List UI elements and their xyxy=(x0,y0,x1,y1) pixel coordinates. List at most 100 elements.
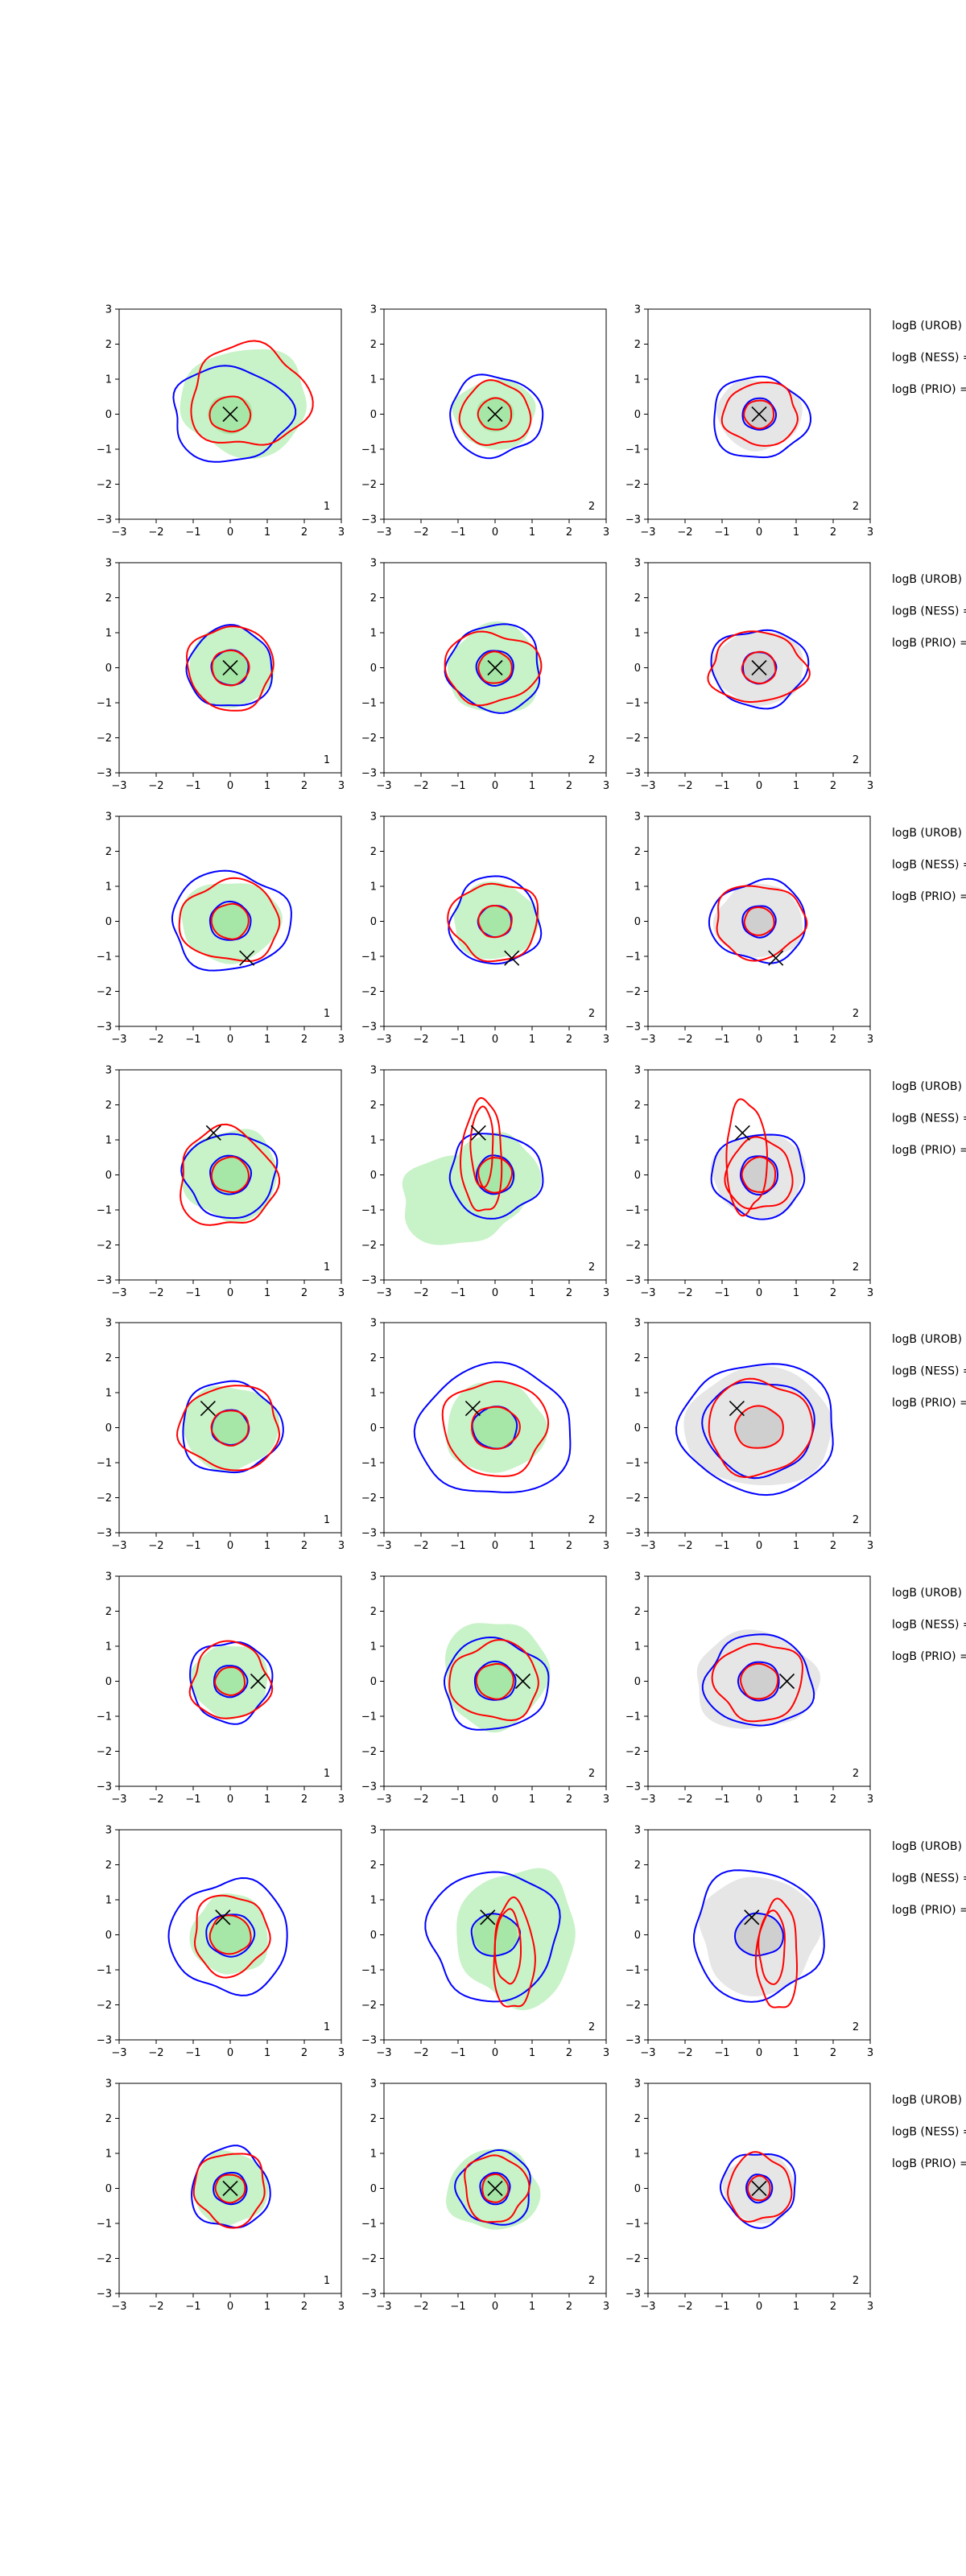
true-value-marker xyxy=(487,659,503,676)
x-tick-label: 3 xyxy=(603,1287,609,1299)
panel-corner-label: 1 xyxy=(324,2275,330,2287)
blue-contour xyxy=(208,900,252,941)
side-label: logB (UROB) xyxy=(892,2094,962,2107)
y-tick-label: −3 xyxy=(625,514,641,526)
y-tick-label: −1 xyxy=(97,1965,112,1977)
x-tick-label: 2 xyxy=(301,2301,308,2313)
y-tick-label: 0 xyxy=(105,1422,112,1435)
y-tick-label: −3 xyxy=(361,1275,377,1287)
red-contour xyxy=(743,906,775,936)
y-tick-label: −2 xyxy=(361,1746,377,1758)
x-tick-label: 3 xyxy=(867,1794,873,1806)
row-side-labels-4: logB (UROB) logB (NESS) = logB (PRIO) = xyxy=(892,1333,966,1410)
y-tick-label: 1 xyxy=(370,628,377,640)
y-tick-label: 0 xyxy=(634,409,641,421)
y-tick-label: −1 xyxy=(625,1458,641,1470)
blue-contour xyxy=(710,1133,806,1220)
x-tick-label: 3 xyxy=(867,2301,873,2313)
y-tick-label: −3 xyxy=(625,1275,641,1287)
panel-r6-c0: −3 −2 −1 0 1 2 3 −3 −2 −1 0 1 2 3 1 xyxy=(97,1825,345,2060)
side-label: logB (UROB) xyxy=(892,1587,962,1600)
panel-r0-c1: −3 −2 −1 0 1 2 3 −3 −2 −1 0 1 2 3 2 xyxy=(361,304,609,539)
red-contour xyxy=(725,1098,769,1217)
panel-corner-label: 2 xyxy=(852,754,859,766)
x-tick-label: −3 xyxy=(111,1794,126,1806)
side-label: logB (PRIO) = xyxy=(892,1397,966,1410)
x-tick-label: 0 xyxy=(492,1034,498,1046)
y-tick-label: 3 xyxy=(370,304,377,316)
x-tick-label: 2 xyxy=(830,1287,836,1299)
y-tick-label: 1 xyxy=(105,374,112,386)
y-tick-label: −2 xyxy=(361,1492,377,1505)
plot-area xyxy=(167,1876,288,1996)
panel-corner-label: 2 xyxy=(852,1768,859,1780)
red-contour xyxy=(464,2154,530,2223)
y-tick-label: −1 xyxy=(97,1458,112,1470)
blue-contour xyxy=(454,2149,531,2226)
red-contour xyxy=(188,1640,274,1719)
x-tick-label: 0 xyxy=(227,1034,233,1046)
y-tick-label: 1 xyxy=(370,1135,377,1147)
x-tick-label: 1 xyxy=(529,1794,535,1806)
x-tick-label: −1 xyxy=(450,1034,465,1046)
y-tick-label: 2 xyxy=(105,592,112,605)
x-tick-label: −1 xyxy=(450,2301,465,2313)
y-tick-label: 1 xyxy=(370,881,377,894)
x-tick-label: 2 xyxy=(830,1034,836,1046)
x-tick-label: 3 xyxy=(603,780,609,792)
row-side-labels-5: logB (UROB) logB (NESS) = logB (PRIO) = xyxy=(892,1587,966,1663)
x-tick-label: −2 xyxy=(677,2301,692,2313)
red-contour xyxy=(758,1909,786,1985)
y-tick-label: 0 xyxy=(370,663,377,675)
y-tick-label: 3 xyxy=(634,558,641,570)
y-tick-label: −3 xyxy=(97,2289,112,2301)
x-tick-label: 3 xyxy=(338,1794,345,1806)
y-tick-label: −1 xyxy=(97,952,112,964)
x-tick-label: −1 xyxy=(714,2047,729,2059)
x-tick-label: −3 xyxy=(111,1540,126,1552)
x-tick-label: −3 xyxy=(376,1034,391,1046)
x-tick-label: 3 xyxy=(603,2301,609,2313)
x-tick-label: 3 xyxy=(338,1034,345,1046)
plot-area xyxy=(707,629,811,710)
panel-corner-label: 1 xyxy=(324,754,330,766)
x-tick-label: 0 xyxy=(492,2047,498,2059)
x-tick-label: 1 xyxy=(529,1034,535,1046)
side-label: logB (PRIO) = xyxy=(892,2157,966,2170)
y-tick-label: 0 xyxy=(634,1422,641,1435)
blue-contour xyxy=(741,905,777,939)
x-tick-label: −2 xyxy=(677,1794,692,1806)
x-tick-label: 1 xyxy=(793,780,799,792)
panel-corner-label: 2 xyxy=(852,2275,859,2287)
side-label: logB (NESS) = xyxy=(892,1365,966,1378)
blue-contour xyxy=(476,1154,515,1195)
y-tick-label: 3 xyxy=(370,1065,377,1077)
x-tick-label: 3 xyxy=(867,1034,873,1046)
x-tick-label: −2 xyxy=(413,526,428,539)
x-tick-label: −1 xyxy=(714,1540,729,1552)
y-tick-label: −2 xyxy=(97,2253,112,2265)
true-value-marker xyxy=(222,2180,238,2197)
x-tick-label: 2 xyxy=(830,1540,836,1552)
panel-r5-c2: −3 −2 −1 0 1 2 3 −3 −2 −1 0 1 2 3 2 xyxy=(625,1571,873,1806)
true-value-marker xyxy=(464,1401,481,1417)
y-tick-label: 1 xyxy=(370,1388,377,1400)
y-tick-label: −2 xyxy=(97,1492,112,1505)
blue-contour xyxy=(470,1913,522,1957)
side-label: logB (UROB) xyxy=(892,573,962,586)
y-tick-label: −1 xyxy=(625,1711,641,1724)
y-tick-label: −1 xyxy=(361,1458,377,1470)
red-contour xyxy=(727,2151,793,2223)
y-tick-label: 1 xyxy=(370,374,377,386)
y-tick-label: 1 xyxy=(105,1135,112,1147)
y-tick-label: 0 xyxy=(370,1170,377,1182)
y-tick-label: 1 xyxy=(370,2149,377,2161)
y-tick-label: −1 xyxy=(625,952,641,964)
x-tick-label: −1 xyxy=(185,2301,200,2313)
x-tick-label: 3 xyxy=(603,1034,609,1046)
x-tick-label: −1 xyxy=(714,1287,729,1299)
x-tick-label: −3 xyxy=(640,1287,655,1299)
blue-contour xyxy=(733,1912,784,1957)
red-contour xyxy=(185,625,275,712)
